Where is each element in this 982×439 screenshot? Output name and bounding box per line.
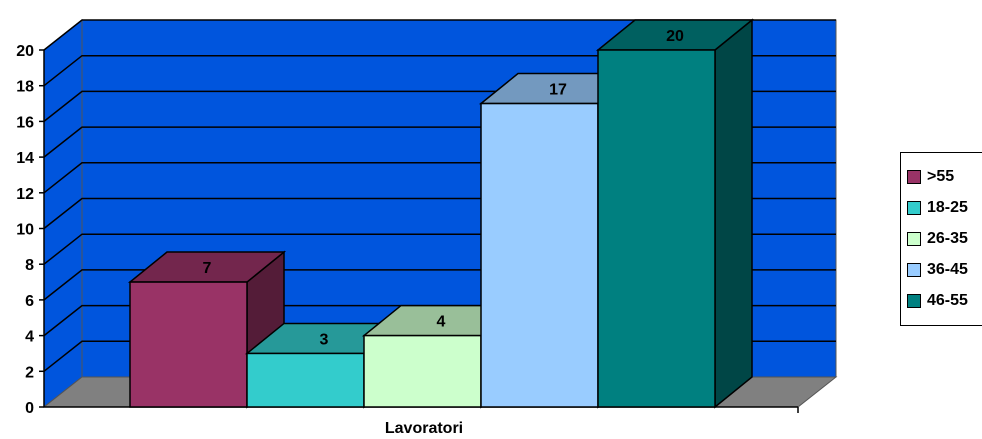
data-label: 20 [666,28,684,45]
legend: >55 18-25 26-35 36-45 46-55 [900,152,982,326]
y-tick-label: 12 [16,186,34,203]
y-tick-label: 6 [25,293,34,310]
y-tick-label: 14 [16,150,34,167]
x-axis-label: Lavoratori [385,420,463,437]
bar-front [129,281,248,408]
legend-swatch [907,262,921,277]
y-tick-label: 0 [25,400,34,417]
legend-label: 26-35 [927,229,968,247]
bar-46-55 [595,18,755,409]
legend-swatch [907,293,921,308]
legend-item: 26-35 [907,223,982,254]
gridline [43,19,836,51]
data-label: 17 [549,82,567,99]
legend-item: 18-25 [907,192,982,223]
y-tick-label: 2 [25,364,34,381]
legend-swatch [907,169,921,184]
data-label: 3 [320,331,329,348]
gridline [43,54,836,87]
bar-side [714,18,753,409]
legend-item: 46-55 [907,285,982,316]
bar-front [246,352,365,408]
bar-front [597,49,716,408]
legend-label: >55 [927,167,955,185]
y-tick-label: 10 [16,222,34,239]
bar-18-25 [244,321,404,409]
bar-front [363,334,482,408]
legend-swatch [907,200,921,215]
y-tick-label: 20 [16,43,34,60]
y-axis-ticks: 0 2 4 6 8 10 12 14 16 18 20 [16,43,44,417]
y-tick-label: 16 [16,114,34,131]
data-label: 4 [437,314,446,331]
legend-item: >55 [907,161,982,192]
legend-label: 18-25 [927,198,968,216]
legend-swatch [907,231,921,246]
y-tick-label: 18 [16,79,34,96]
y-tick-label: 4 [25,329,34,346]
bar-front [480,102,599,408]
legend-label: 36-45 [927,260,968,278]
legend-item: 36-45 [907,254,982,285]
legend-label: 46-55 [927,291,968,309]
y-tick-label: 8 [25,257,34,274]
data-label: 7 [203,260,212,277]
data-labels: 7 3 4 17 20 [203,28,684,348]
bars [127,18,755,409]
